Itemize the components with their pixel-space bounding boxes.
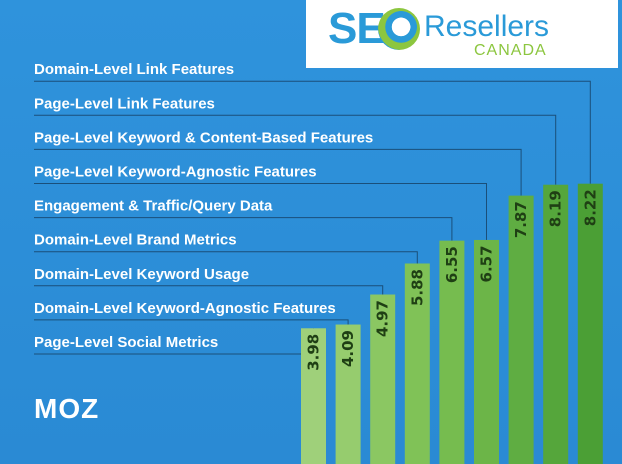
bar-value-label: 7.87 [512,201,530,238]
category-label: Domain-Level Keyword-Agnostic Features [34,300,336,317]
leader-line [34,183,487,240]
bar-value-label: 8.19 [547,190,565,227]
bar [301,328,326,464]
category-label: Domain-Level Link Features [34,61,234,78]
bar-value-label: 6.55 [443,246,461,283]
logo-resellers-text: Resellers [424,10,550,43]
leader-line [34,114,557,185]
category-label: Page-Level Social Metrics [34,334,218,351]
bar [577,183,603,464]
bar-value-label: 4.09 [339,330,357,367]
bar [404,263,430,464]
logo-canada-text: CANADA [474,42,547,59]
category-label: Domain-Level Keyword Usage [34,266,249,283]
bar [335,324,361,464]
bar [370,294,396,464]
leader-line [34,251,418,264]
seo-resellers-logo: SEO Resellers CANADA [306,0,618,68]
bar [474,239,499,464]
category-label: Engagement & Traffic/Query Data [34,198,273,215]
moz-logo: MOZ [34,393,100,424]
bar-value-label: 3.98 [305,334,323,371]
bar-value-label: 6.57 [478,245,496,282]
bar [508,195,534,464]
category-label: Page-Level Keyword-Agnostic Features [34,164,317,181]
bar-value-label: 8.22 [581,189,599,226]
logo-swirl-icon [378,8,420,50]
leader-line [34,148,522,196]
category-label: Page-Level Keyword & Content-Based Featu… [34,129,373,146]
leader-line [34,80,591,184]
bar [543,184,569,464]
bar-value-label: 5.88 [408,269,426,306]
category-label: Domain-Level Brand Metrics [34,232,237,249]
bar-value-label: 4.97 [374,300,392,337]
leader-line [34,285,384,295]
leader-line [34,217,453,241]
bar [439,240,465,464]
leader-line [34,319,349,325]
category-label: Page-Level Link Features [34,95,215,112]
